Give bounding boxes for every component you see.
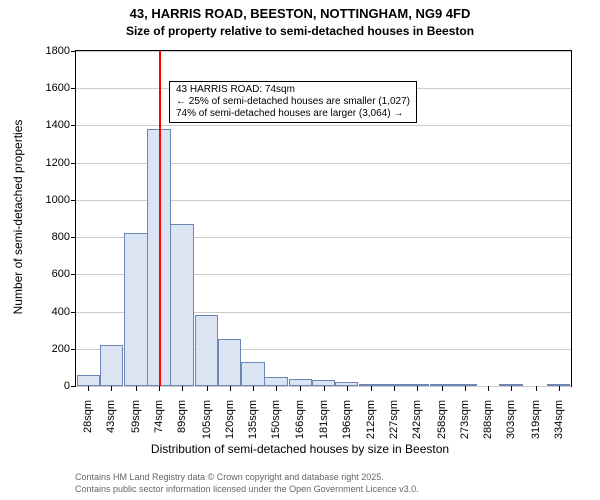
xtick-mark [182, 386, 183, 391]
histogram-bar [100, 345, 124, 386]
histogram-bar [241, 362, 265, 386]
xtick-label: 150sqm [270, 392, 282, 439]
xtick-mark [394, 386, 395, 391]
xtick-label: 227sqm [388, 392, 400, 439]
plot-area: 02004006008001000120014001600180028sqm43… [75, 50, 572, 387]
xtick-mark [276, 386, 277, 391]
xtick-label: 258sqm [436, 392, 448, 439]
xtick-mark [207, 386, 208, 391]
y-axis-label: Number of semi-detached properties [11, 120, 25, 315]
gridline [76, 125, 571, 126]
xtick-mark [300, 386, 301, 391]
xtick-mark [559, 386, 560, 391]
xtick-label: 319sqm [530, 392, 542, 439]
histogram-bar [289, 379, 313, 386]
x-axis-label: Distribution of semi-detached houses by … [0, 442, 600, 456]
annotation-line1: 43 HARRIS ROAD: 74sqm [176, 84, 410, 96]
xtick-label: 166sqm [294, 392, 306, 439]
xtick-mark [253, 386, 254, 391]
xtick-mark [465, 386, 466, 391]
xtick-label: 120sqm [224, 392, 236, 439]
xtick-mark [136, 386, 137, 391]
ytick-label: 800 [52, 231, 76, 243]
ytick-label: 400 [52, 306, 76, 318]
xtick-mark [488, 386, 489, 391]
chart-container: 43, HARRIS ROAD, BEESTON, NOTTINGHAM, NG… [0, 0, 600, 500]
annotation-line3: 74% of semi-detached houses are larger (… [176, 108, 410, 120]
annotation-line2: ← 25% of semi-detached houses are smalle… [176, 96, 410, 108]
xtick-label: 334sqm [553, 392, 565, 439]
xtick-label: 105sqm [201, 392, 213, 439]
ytick-label: 1800 [46, 45, 76, 57]
histogram-bar [170, 224, 194, 386]
chart-title-line2: Size of property relative to semi-detach… [0, 24, 600, 38]
histogram-bar [195, 315, 219, 386]
histogram-bar [264, 377, 288, 386]
xtick-label: 181sqm [318, 392, 330, 439]
histogram-bar [77, 375, 101, 386]
ytick-label: 1200 [46, 157, 76, 169]
xtick-mark [159, 386, 160, 391]
xtick-label: 59sqm [130, 392, 142, 433]
xtick-mark [442, 386, 443, 391]
xtick-mark [536, 386, 537, 391]
xtick-mark [324, 386, 325, 391]
histogram-bar [124, 233, 148, 386]
ytick-label: 1000 [46, 194, 76, 206]
xtick-label: 74sqm [153, 392, 165, 433]
xtick-label: 212sqm [365, 392, 377, 439]
xtick-mark [371, 386, 372, 391]
xtick-mark [88, 386, 89, 391]
ytick-label: 200 [52, 343, 76, 355]
xtick-mark [347, 386, 348, 391]
annotation-box: 43 HARRIS ROAD: 74sqm← 25% of semi-detac… [169, 81, 417, 123]
xtick-label: 288sqm [482, 392, 494, 439]
xtick-label: 303sqm [505, 392, 517, 439]
ytick-label: 1400 [46, 119, 76, 131]
xtick-mark [511, 386, 512, 391]
chart-title-line1: 43, HARRIS ROAD, BEESTON, NOTTINGHAM, NG… [0, 6, 600, 21]
xtick-label: 273sqm [459, 392, 471, 439]
xtick-label: 135sqm [247, 392, 259, 439]
footer-line2: Contains public sector information licen… [75, 484, 419, 494]
xtick-mark [417, 386, 418, 391]
ytick-label: 600 [52, 268, 76, 280]
marker-line [159, 51, 161, 386]
ytick-label: 1600 [46, 82, 76, 94]
xtick-mark [230, 386, 231, 391]
xtick-mark [111, 386, 112, 391]
footer-line1: Contains HM Land Registry data © Crown c… [75, 472, 384, 482]
xtick-label: 196sqm [341, 392, 353, 439]
xtick-label: 89sqm [176, 392, 188, 433]
xtick-label: 28sqm [82, 392, 94, 433]
gridline [76, 51, 571, 52]
xtick-label: 242sqm [411, 392, 423, 439]
xtick-label: 43sqm [105, 392, 117, 433]
ytick-label: 0 [64, 380, 76, 392]
histogram-bar [218, 339, 242, 386]
